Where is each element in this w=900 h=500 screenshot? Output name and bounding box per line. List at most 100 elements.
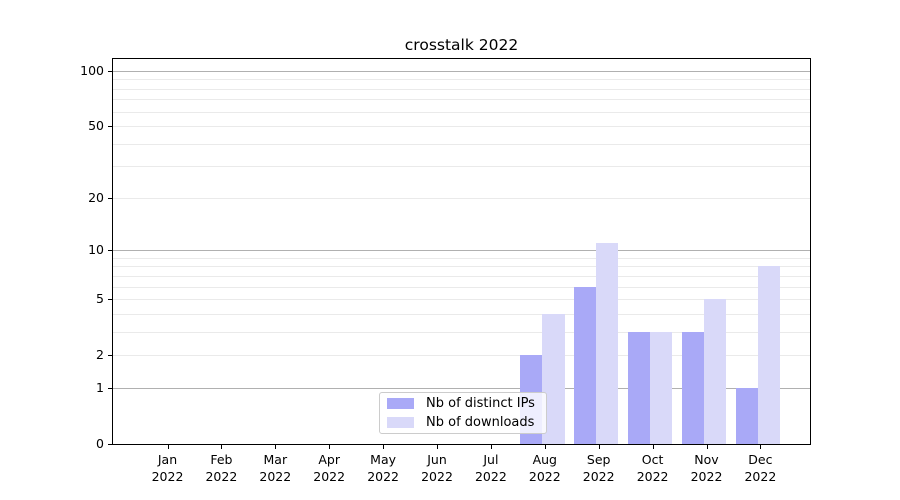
x-axis-tick (221, 445, 223, 449)
gridline-minor (113, 166, 810, 168)
chart-title: crosstalk 2022 (404, 36, 519, 54)
bar-distinct-ips-sep (573, 286, 597, 444)
year-label: 2022 (582, 469, 615, 484)
year-label: 2022 (367, 469, 399, 484)
y-tick-label: 10 (88, 242, 104, 258)
month-label: Nov (694, 452, 719, 467)
x-axis-tick (329, 445, 331, 449)
x-tick-label: Nov 2022 (675, 451, 739, 485)
legend: Nb of distinct IPs Nb of downloads (379, 392, 547, 434)
x-axis-tick (544, 445, 546, 449)
year-label: 2022 (636, 469, 669, 484)
year-label: 2022 (259, 469, 292, 484)
distinct-ips-swatch-icon (387, 398, 414, 409)
y-axis-tick (108, 299, 112, 301)
gridline-minor (113, 331, 810, 333)
gridline-minor (113, 257, 810, 259)
month-label: Jul (483, 452, 499, 467)
month-label: Aug (532, 452, 557, 467)
bar-downloads-aug (542, 313, 565, 444)
bar-distinct-ips-nov (681, 331, 704, 444)
legend-item-downloads: Nb of downloads (387, 415, 546, 431)
y-axis-tick (108, 197, 112, 199)
month-label: Jan (157, 452, 178, 467)
x-tick-label: Aug 2022 (513, 451, 577, 485)
year-label: 2022 (313, 469, 346, 484)
gridline-minor (113, 99, 810, 101)
y-axis-tick (108, 387, 112, 389)
month-label: Dec (748, 452, 773, 467)
year-label: 2022 (205, 469, 238, 484)
gridline-minor (113, 266, 810, 268)
year-label: 2022 (744, 469, 777, 484)
x-tick-label: Jul 2022 (459, 451, 523, 485)
x-axis-tick (275, 445, 277, 449)
bar-downloads-oct (650, 331, 673, 444)
y-tick-label: 50 (88, 118, 104, 134)
legend-item-distinct-ips: Nb of distinct IPs (387, 396, 546, 412)
x-axis-tick (383, 445, 385, 449)
y-axis-tick (108, 71, 112, 72)
y-tick-label: 1 (96, 379, 104, 395)
x-tick-label: Feb 2022 (189, 451, 253, 485)
month-label: Feb (210, 452, 233, 467)
y-axis-tick (108, 126, 112, 128)
gridline-minor (113, 143, 810, 145)
month-label: Mar (263, 452, 288, 467)
gridline-minor (113, 126, 810, 128)
year-label: 2022 (474, 469, 507, 484)
gridline-minor (113, 355, 810, 357)
x-tick-label: Oct 2022 (621, 451, 685, 485)
x-tick-label: Dec 2022 (728, 451, 792, 485)
y-axis-tick (108, 444, 112, 445)
year-label: 2022 (528, 469, 561, 484)
plot-area (112, 58, 811, 445)
gridline-major (113, 250, 810, 252)
x-tick-label: Sep 2022 (567, 451, 631, 485)
downloads-swatch-icon (387, 417, 414, 428)
x-axis-tick (167, 445, 169, 449)
x-axis-tick (598, 445, 600, 449)
gridline-minor (113, 299, 810, 301)
gridline-minor (113, 286, 810, 288)
x-tick-label: May 2022 (351, 451, 415, 485)
bar-distinct-ips-dec (735, 387, 758, 444)
bar-downloads-sep (596, 243, 619, 444)
y-tick-label: 20 (88, 189, 104, 205)
gridline-minor (113, 79, 810, 81)
month-label: Apr (318, 452, 340, 467)
x-tick-label: Apr 2022 (297, 451, 361, 485)
gridline-major (113, 387, 810, 389)
y-tick-label: 0 (96, 436, 104, 451)
gridline-minor (113, 111, 810, 113)
y-tick-label: 2 (96, 347, 104, 363)
bar-downloads-dec (757, 266, 781, 444)
x-axis-tick (437, 445, 438, 449)
legend-label: Nb of downloads (426, 414, 535, 430)
x-tick-label: Mar 2022 (243, 451, 307, 485)
month-label: May (370, 452, 397, 467)
gridline-minor (113, 197, 810, 199)
x-axis-tick (652, 445, 654, 449)
bar-downloads-nov (704, 299, 727, 444)
x-tick-label: Jun 2022 (405, 451, 469, 485)
legend-label: Nb of distinct IPs (426, 395, 535, 411)
month-label: Sep (586, 452, 611, 467)
y-axis-tick (108, 355, 112, 357)
x-tick-label: Jan 2022 (136, 451, 200, 485)
x-axis-tick (490, 445, 492, 449)
y-tick-label: 100 (80, 63, 104, 78)
month-label: Oct (641, 452, 664, 467)
gridline-minor (113, 313, 810, 315)
y-tick-label: 5 (96, 291, 104, 307)
gridline-minor (113, 275, 810, 277)
gridline-major (113, 71, 810, 72)
x-axis-tick (706, 445, 708, 449)
y-axis-tick (108, 250, 112, 252)
year-label: 2022 (421, 469, 453, 484)
year-label: 2022 (151, 469, 184, 484)
month-label: Jun (427, 452, 447, 467)
year-label: 2022 (690, 469, 723, 484)
bar-distinct-ips-oct (627, 331, 651, 444)
